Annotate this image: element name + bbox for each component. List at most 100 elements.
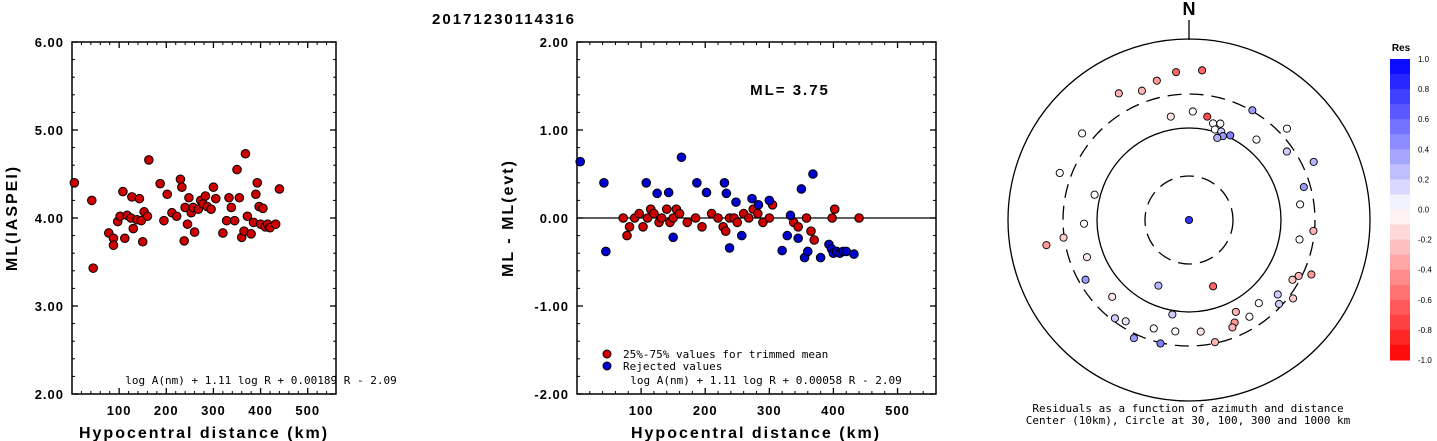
data-point [758, 217, 768, 228]
station-point [1152, 76, 1161, 85]
data-point [676, 152, 687, 163]
data-point [274, 184, 285, 194]
station-point [1078, 129, 1087, 138]
colorbar-tick-label: 0.2 [1418, 175, 1430, 184]
y-tick-label: -1.00 [534, 299, 569, 314]
station-point [1129, 334, 1138, 343]
colorbar-tick-label: 0.6 [1418, 115, 1430, 124]
data-point [720, 226, 731, 236]
colorbar-segment [1390, 119, 1410, 135]
station-point [1245, 312, 1254, 321]
data-point [144, 155, 154, 165]
data-point [184, 192, 194, 203]
data-point [142, 211, 153, 222]
ml-residual-vs-distance-chart: 100 200 300 400 500 -2.00 -1.00 0.00 1.00 2.00 ML… [500, 35, 937, 441]
station-point [1273, 290, 1282, 299]
colorbar-tick-label: 1.0 [1418, 55, 1430, 64]
data-point [827, 213, 837, 223]
dashed-circle-300km [1062, 93, 1316, 347]
data-point [210, 193, 221, 204]
colorbar-tick-label: 0.8 [1418, 85, 1430, 94]
circle-100km [1096, 127, 1282, 313]
station-point [1080, 219, 1089, 228]
axis-ticks: 100 200 300 400 500 -2.00 -1.00 0.00 1.00 2.00 [534, 35, 936, 418]
data-point [641, 178, 652, 188]
data-point [622, 230, 632, 241]
colorbar-segment [1390, 239, 1410, 256]
x-tick-label: 300 [201, 403, 226, 418]
colorbar-tick-label: 0.0 [1418, 206, 1430, 215]
data-point [252, 178, 263, 188]
data-point [221, 215, 232, 226]
caption-line-1: Residuals as a function of azimuth and d… [1032, 402, 1343, 415]
data-point [175, 174, 186, 185]
data-point [232, 164, 242, 175]
data-point [251, 189, 261, 200]
data-point [224, 192, 234, 203]
colorbar-segment [1390, 194, 1410, 210]
data-point [806, 226, 816, 236]
station-point [1110, 314, 1119, 323]
data-point [599, 178, 609, 188]
y-tick-label: 1.00 [540, 123, 569, 138]
x-tick-label: 100 [629, 403, 654, 418]
data-point [229, 215, 240, 226]
station-point [1188, 107, 1197, 116]
station-point [1296, 200, 1305, 209]
data-point [682, 217, 693, 228]
data-point [87, 195, 97, 206]
dashed-circle-30km [1144, 175, 1234, 265]
x-axis-label: Hypocentral distance (km) [631, 425, 881, 441]
data-point [652, 188, 662, 199]
colorbar-tick-label: -0.8 [1418, 326, 1432, 335]
station-point [1166, 112, 1175, 121]
data-point [661, 204, 672, 214]
data-point [624, 222, 635, 232]
colorbar-segment [1390, 314, 1410, 331]
data-point [246, 229, 256, 239]
data-point [638, 222, 648, 232]
y-axis-label: ML - ML(evt) [500, 159, 517, 277]
data-point [752, 208, 763, 219]
legend-rejected-label: Rejected values [623, 360, 722, 373]
station-point [1248, 106, 1257, 115]
data-point [829, 204, 840, 214]
x-tick-label: 300 [757, 403, 782, 418]
colorbar-segment [1390, 104, 1410, 120]
station-point [1168, 310, 1177, 319]
colorbar-segment [1390, 299, 1410, 316]
station-points [1042, 66, 1318, 348]
colorbar-segment [1390, 179, 1410, 195]
data-point [159, 215, 169, 226]
x-tick-label: 200 [154, 403, 179, 418]
data-point [182, 219, 193, 229]
data-point [809, 235, 819, 245]
data-point [118, 186, 128, 197]
data-point [128, 223, 139, 234]
data-point [656, 213, 667, 223]
data-point [234, 192, 245, 203]
station-point [1156, 339, 1165, 348]
colorbar-segment [1390, 344, 1410, 361]
legend-rejected-marker [602, 361, 612, 371]
data-point [171, 211, 182, 222]
data-point [634, 208, 644, 219]
station-point [1210, 338, 1220, 347]
station-point [1203, 112, 1212, 121]
station-point [1282, 147, 1291, 156]
data-point [731, 197, 741, 207]
station-point [1254, 299, 1263, 308]
data-point [258, 203, 268, 214]
y-tick-label: 2.00 [540, 35, 569, 50]
data-point [668, 213, 678, 223]
y-tick-label: 0.00 [540, 211, 569, 226]
station-point [1149, 324, 1158, 333]
data-point [793, 233, 803, 244]
data-point [270, 219, 281, 229]
colorbar-tick-label: -1.0 [1418, 356, 1432, 365]
data-point [815, 252, 826, 263]
legend-accepted-marker [602, 349, 612, 359]
data-point [719, 178, 730, 188]
station-point [1137, 86, 1147, 95]
data-point [189, 227, 200, 237]
